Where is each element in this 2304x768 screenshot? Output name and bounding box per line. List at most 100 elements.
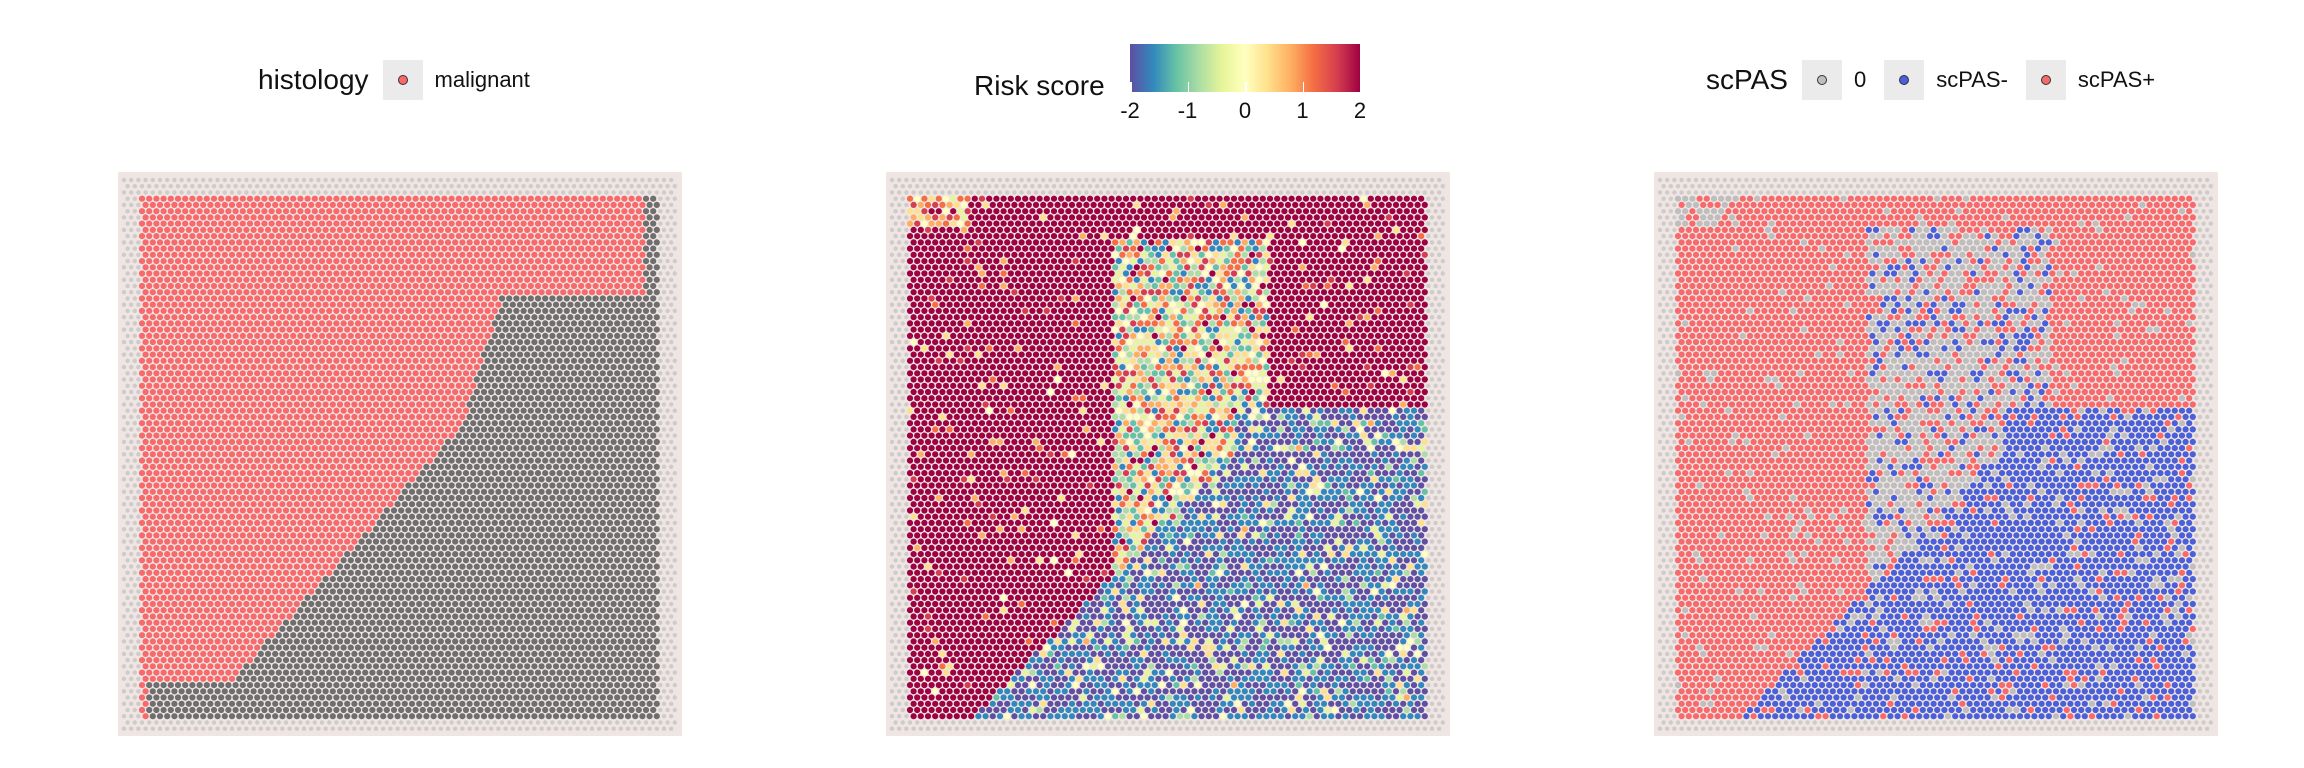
spot [383, 494, 390, 502]
spot [322, 476, 329, 483]
spot [661, 327, 667, 332]
spot [484, 220, 491, 227]
spot [506, 270, 513, 277]
spot [527, 195, 534, 202]
spot [585, 457, 592, 464]
spot [348, 184, 353, 189]
spot [542, 357, 549, 364]
spot [125, 321, 130, 326]
spot [524, 214, 531, 221]
spot [136, 427, 141, 432]
spot [452, 563, 459, 570]
spot [480, 463, 488, 470]
spot [372, 351, 380, 358]
spot [146, 470, 153, 477]
spot [225, 445, 232, 452]
spot [531, 251, 538, 258]
spot [434, 382, 441, 389]
spot [329, 538, 336, 545]
spot [376, 432, 383, 439]
spot [196, 532, 203, 539]
spot [527, 420, 534, 427]
spot [455, 457, 462, 464]
spot [426, 370, 434, 377]
spot [524, 551, 531, 558]
spot [200, 513, 207, 520]
spot [300, 576, 308, 583]
spot [579, 184, 584, 189]
spot [549, 544, 556, 551]
spot [218, 457, 225, 464]
spot [365, 413, 372, 420]
spot [304, 220, 311, 227]
spot [369, 494, 376, 502]
spot [603, 251, 610, 258]
spot [642, 208, 650, 215]
spot [380, 364, 387, 371]
spot [408, 526, 416, 533]
spot [390, 382, 398, 389]
spot [401, 576, 408, 583]
spot [542, 420, 549, 427]
spot [264, 364, 272, 371]
spot [545, 413, 552, 420]
spot [434, 220, 441, 227]
spot [121, 439, 127, 445]
spot [365, 438, 372, 445]
spot [444, 388, 452, 396]
spot [347, 382, 354, 389]
spot [437, 376, 444, 383]
spot [545, 501, 552, 508]
spot [614, 220, 621, 227]
spot [239, 320, 246, 327]
spot [125, 383, 130, 388]
spot [527, 270, 534, 277]
spot [156, 276, 164, 283]
spot [448, 220, 455, 227]
spot [639, 451, 646, 458]
spot [203, 507, 210, 514]
spot [318, 195, 326, 202]
spot [416, 538, 423, 545]
spot [182, 457, 189, 464]
spot [491, 258, 498, 265]
spot [596, 488, 603, 495]
spot [387, 301, 394, 308]
spot [380, 538, 387, 545]
spot [624, 413, 632, 420]
spot [228, 538, 236, 545]
spot [470, 494, 477, 502]
spot [171, 326, 178, 333]
spot [653, 413, 660, 420]
spot [398, 532, 405, 539]
spot [129, 439, 134, 445]
spot [146, 569, 153, 576]
spot [520, 432, 527, 439]
spot [290, 532, 297, 539]
spot [390, 307, 398, 314]
spot [496, 177, 501, 183]
spot [513, 208, 520, 215]
spot [416, 526, 423, 533]
spot [304, 233, 311, 240]
spot [484, 432, 491, 439]
spot [484, 395, 491, 402]
spot [563, 470, 570, 477]
spot [539, 190, 544, 195]
spot [632, 226, 639, 233]
spot [351, 526, 358, 533]
spot [167, 382, 174, 389]
spot [574, 413, 581, 420]
spot [243, 276, 250, 283]
spot [618, 190, 623, 195]
spot [243, 226, 250, 233]
spot [398, 544, 405, 551]
spot [326, 220, 333, 227]
spot [567, 413, 574, 420]
spot [218, 195, 225, 202]
spot [491, 494, 498, 502]
spot [614, 282, 621, 290]
spot [136, 414, 141, 420]
spot [534, 532, 542, 539]
spot [365, 239, 372, 246]
